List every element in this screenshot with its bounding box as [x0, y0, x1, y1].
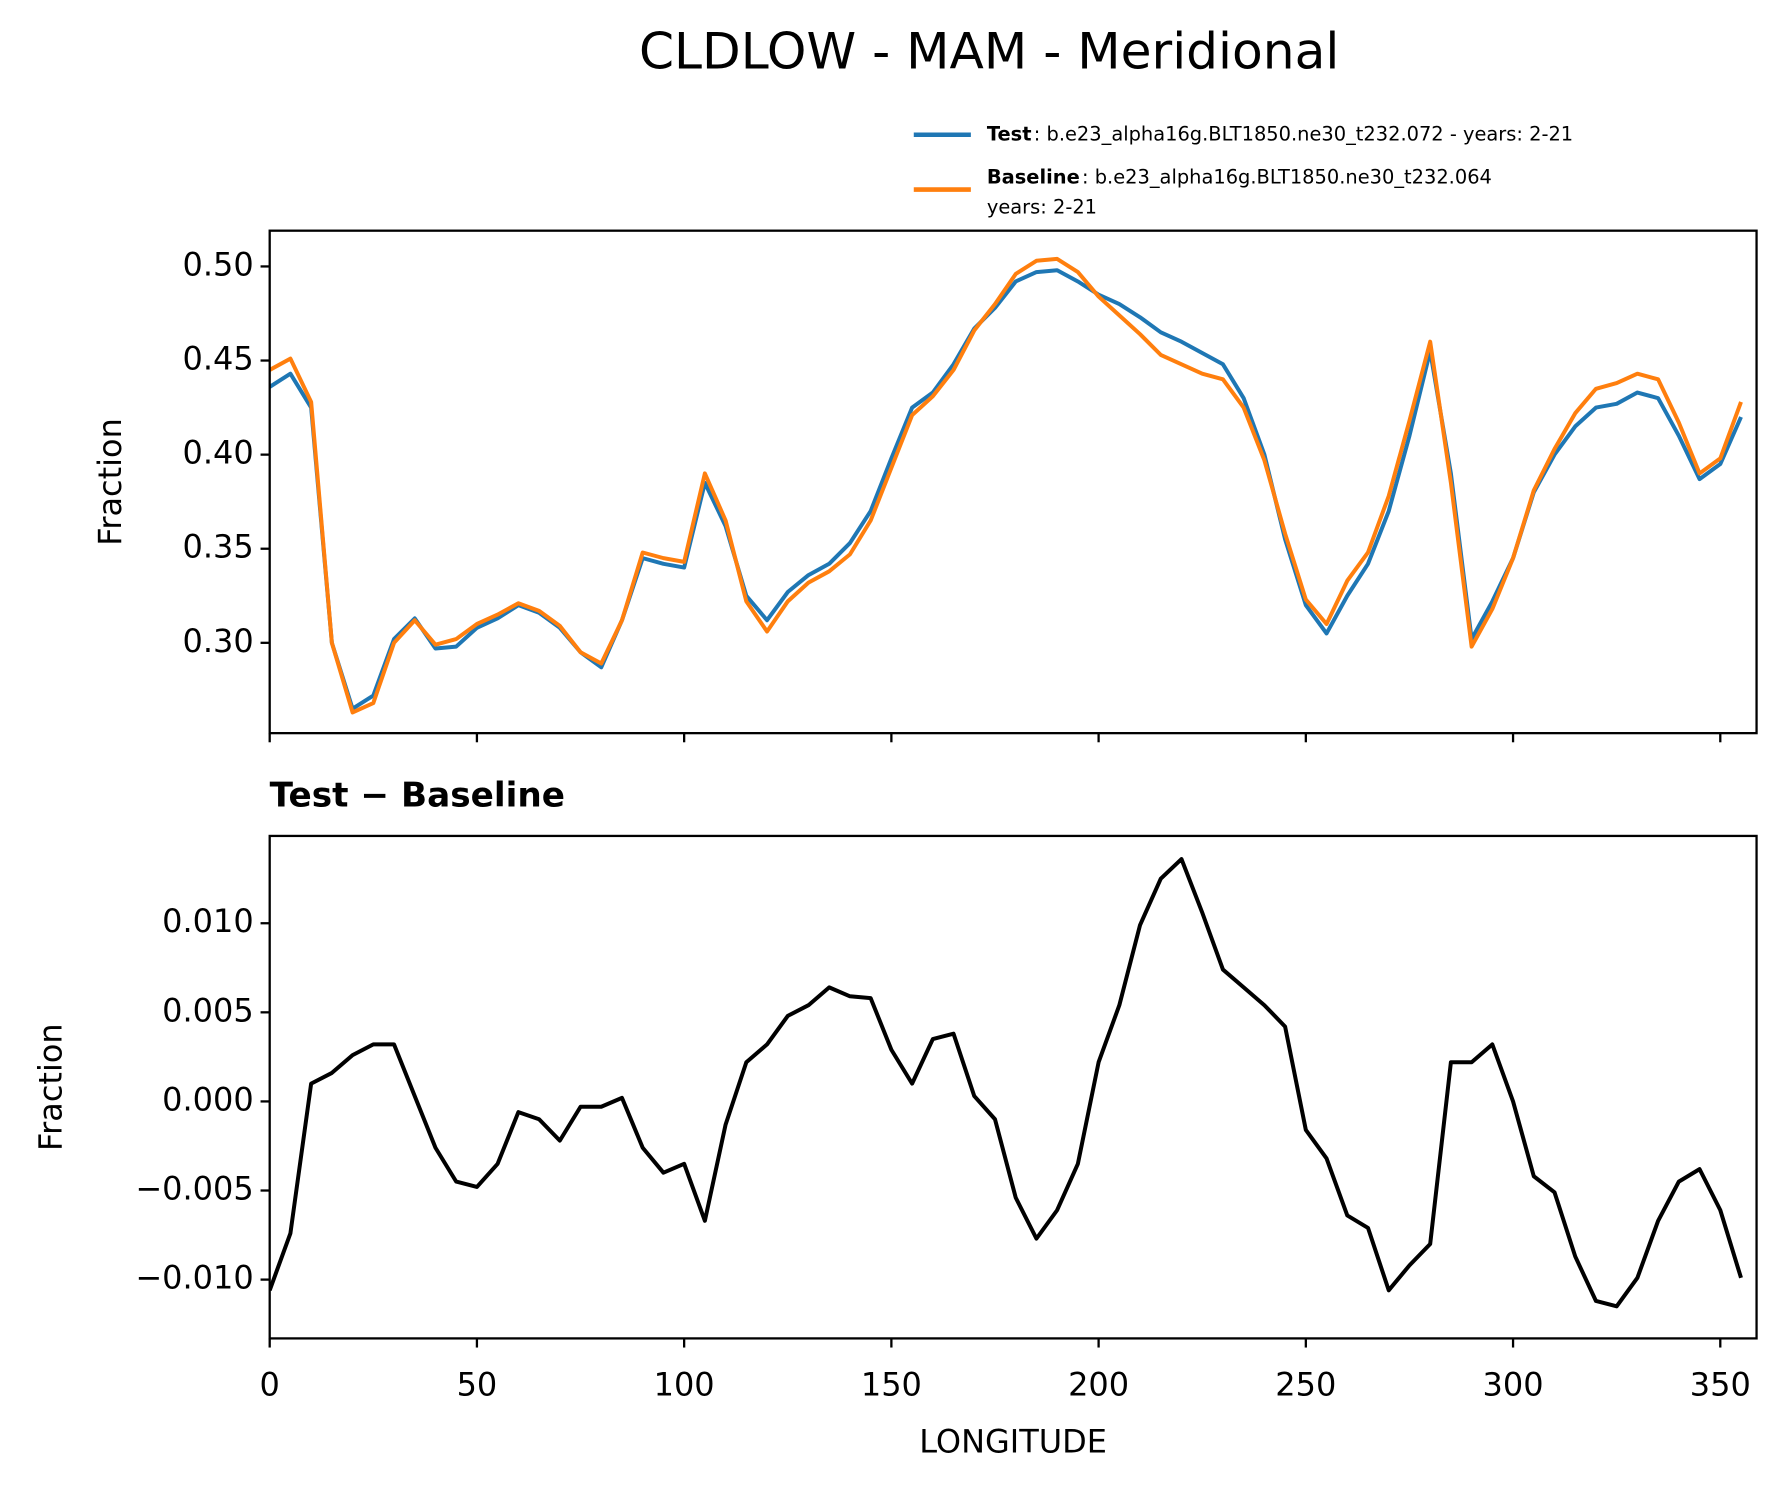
- y-tick-label: −0.010: [135, 1259, 253, 1297]
- legend-text: : b.e23_alpha16g.BLT1850.ne30_t232.064: [1082, 166, 1492, 189]
- x-tick-label: 250: [1275, 1365, 1336, 1403]
- y-tick-label: 0.000: [162, 1080, 254, 1118]
- legend-name: Baseline: [987, 166, 1080, 189]
- y-axis-label: Fraction: [91, 418, 129, 546]
- legend-text: : b.e23_alpha16g.BLT1850.ne30_t232.072 -…: [1034, 122, 1573, 145]
- legend-text: years: 2-21: [987, 195, 1097, 218]
- y-tick-label: 0.30: [183, 622, 254, 660]
- x-tick-label: 150: [861, 1365, 922, 1403]
- y-tick-label: 0.40: [183, 434, 254, 472]
- y-tick-label: 0.005: [162, 991, 254, 1029]
- plot-frame: [268, 229, 1758, 735]
- x-tick-label: 200: [1068, 1365, 1129, 1403]
- x-axis-label: LONGITUDE: [919, 1422, 1107, 1460]
- plot-frame: [268, 834, 1758, 1340]
- legend-name: Test: [987, 122, 1032, 145]
- x-tick-label: 0: [260, 1365, 280, 1403]
- y-tick-label: 0.010: [162, 902, 254, 940]
- x-tick-label: 50: [457, 1365, 498, 1403]
- y-tick-label: 0.35: [183, 528, 254, 566]
- y-axis-label: Fraction: [32, 1023, 70, 1151]
- y-tick-label: −0.005: [135, 1170, 253, 1208]
- data-line: [269, 256, 1743, 715]
- chart-title: CLDLOW - MAM - Meridional: [639, 21, 1339, 80]
- x-tick-label: 350: [1690, 1365, 1751, 1403]
- subplot-title: Test − Baseline: [270, 776, 565, 816]
- y-tick-label: 0.50: [183, 245, 254, 283]
- x-tick-label: 300: [1483, 1365, 1544, 1403]
- data-line: [269, 857, 1743, 1309]
- x-tick-label: 100: [654, 1365, 715, 1403]
- y-tick-label: 0.45: [183, 340, 254, 378]
